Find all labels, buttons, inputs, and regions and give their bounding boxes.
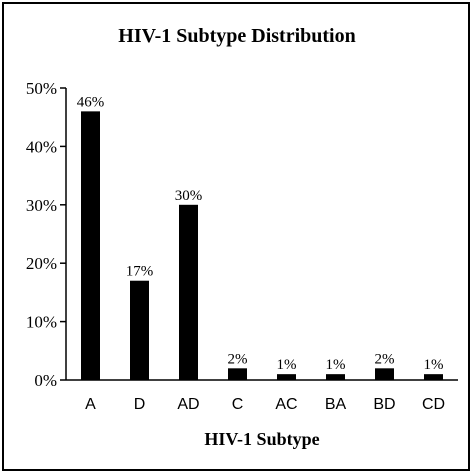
chart-frame xyxy=(2,2,470,471)
y-tick-label: 30% xyxy=(26,196,57,215)
y-tick-label: 20% xyxy=(26,254,57,273)
x-tick-label-d: D xyxy=(134,396,146,413)
data-label-ac: 1% xyxy=(277,357,297,373)
x-tick-label-cd: CD xyxy=(422,396,445,413)
bar-ad xyxy=(179,204,198,380)
x-tick-label-ac: AC xyxy=(275,396,297,413)
data-label-bd: 2% xyxy=(375,351,395,367)
data-label-c: 2% xyxy=(228,351,248,367)
y-tick-label: 10% xyxy=(26,313,57,332)
x-tick-label-ad: AD xyxy=(177,396,199,413)
x-tick-label-ba: BA xyxy=(325,396,347,413)
x-tick-label-c: C xyxy=(232,396,244,413)
bar-a xyxy=(81,111,100,381)
bar-cd xyxy=(424,374,443,380)
data-label-d: 17% xyxy=(126,264,154,280)
y-tick-label: 40% xyxy=(26,137,57,156)
data-label-a: 46% xyxy=(77,94,105,110)
x-axis-label: HIV-1 Subtype xyxy=(204,429,319,449)
bar-c xyxy=(228,368,247,380)
chart-title: HIV-1 Subtype Distribution xyxy=(118,25,355,47)
x-tick-label-bd: BD xyxy=(373,396,395,413)
bar-bd xyxy=(375,368,394,380)
x-tick-label-a: A xyxy=(85,396,96,413)
data-label-ba: 1% xyxy=(326,357,346,373)
data-label-cd: 1% xyxy=(424,357,444,373)
bar-d xyxy=(130,280,149,380)
y-tick-label: 50% xyxy=(26,79,57,98)
data-label-ad: 30% xyxy=(175,188,203,204)
y-tick-label: 0% xyxy=(34,371,57,390)
bar-ba xyxy=(326,374,345,380)
bar-ac xyxy=(277,374,296,380)
